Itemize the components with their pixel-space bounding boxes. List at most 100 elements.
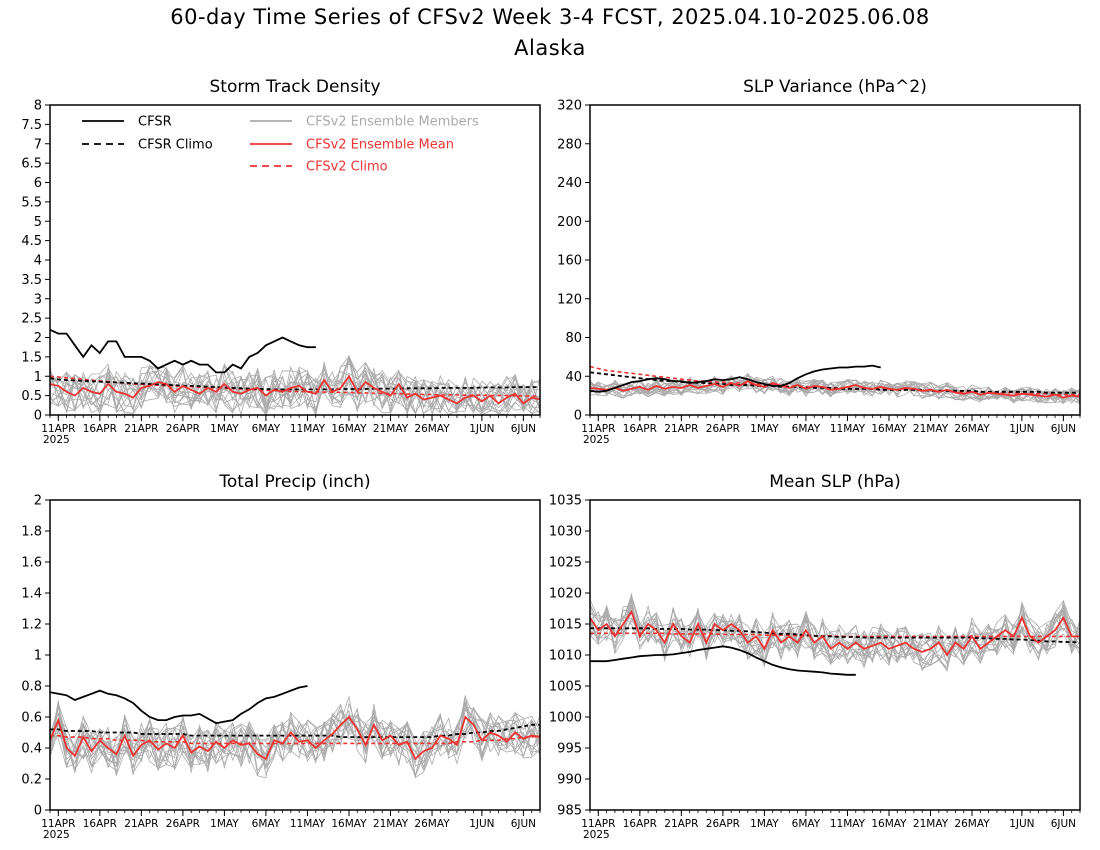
x-tick-label: 16MAY: [871, 818, 907, 830]
y-tick-label: 240: [557, 176, 582, 191]
x-year-label: 2025: [583, 829, 610, 841]
y-tick-label: 120: [557, 292, 582, 307]
ensemble-member-line: [590, 601, 1080, 669]
x-tick-label: 16APR: [623, 423, 657, 435]
x-tick-label: 21APR: [124, 818, 158, 830]
x-tick-label: 21MAY: [913, 818, 949, 830]
ensemble-member-line: [590, 375, 1080, 399]
y-tick-label: 2.5: [21, 312, 42, 327]
x-tick-label: 11APR: [41, 818, 75, 830]
x-tick-label: 26APR: [706, 423, 740, 435]
ensemble-mean-line: [590, 380, 1080, 399]
y-tick-label: 160: [557, 254, 582, 269]
ensemble-member-line: [50, 361, 540, 415]
x-tick-label: 1JUN: [469, 818, 494, 830]
plot-area: [50, 328, 540, 415]
x-tick-label: 16MAY: [871, 423, 907, 435]
cfsr-line: [50, 685, 308, 725]
y-tick-label: 80: [565, 331, 582, 346]
x-tick-label: 6MAY: [792, 423, 821, 435]
x-year-label: 2025: [43, 434, 70, 446]
x-tick-label: 6JUN: [1051, 818, 1076, 830]
y-tick-label: 7: [34, 137, 42, 152]
y-tick-label: 0: [574, 409, 582, 424]
x-tick-label: 6JUN: [1051, 423, 1076, 435]
x-tick-label: 1JUN: [1009, 818, 1034, 830]
y-tick-label: 985: [557, 804, 582, 819]
x-tick-label: 1MAY: [210, 423, 239, 435]
ensemble-member-line: [50, 706, 540, 773]
x-tick-label: 11MAY: [290, 423, 326, 435]
x-tick-label: 21APR: [664, 818, 698, 830]
y-tick-label: 6: [34, 176, 42, 191]
y-tick-label: 990: [557, 773, 582, 788]
ensemble-mean-line: [50, 374, 540, 405]
x-tick-label: 21MAY: [373, 423, 409, 435]
ensemble-member-line: [50, 703, 540, 779]
x-tick-label: 26MAY: [954, 818, 990, 830]
x-tick-label: 21MAY: [913, 423, 949, 435]
x-tick-label: 1MAY: [750, 423, 779, 435]
y-tick-label: 4: [34, 254, 42, 269]
x-tick-label: 6MAY: [252, 818, 281, 830]
y-tick-label: 1030: [549, 525, 582, 540]
chart-panel: SLP Variance (hPa^2) 0 40 80 120 160 200 240 280…: [557, 77, 1081, 446]
ensemble-mean-line: [50, 715, 540, 761]
y-tick-label: 1.2: [21, 618, 42, 633]
ensemble-member-line: [590, 598, 1080, 668]
chart-panel: Storm Track Density 0 0.5 1 1.5 2 2.5 3 3.5 4 4.5 5…: [21, 77, 541, 446]
x-tick-label: 26APR: [706, 818, 740, 830]
x-tick-label: 1MAY: [750, 818, 779, 830]
x-tick-label: 21MAY: [373, 818, 409, 830]
plot-area: [590, 592, 1080, 676]
y-tick-label: 320: [557, 99, 582, 114]
y-tick-label: 1020: [549, 587, 582, 602]
x-year-label: 2025: [583, 434, 610, 446]
y-tick-label: 3.5: [21, 273, 42, 288]
ensemble-member-line: [590, 609, 1080, 666]
y-tick-label: 995: [557, 742, 582, 757]
x-tick-label: 16APR: [623, 818, 657, 830]
x-tick-label: 1JUN: [469, 423, 494, 435]
x-tick-label: 21APR: [124, 423, 158, 435]
x-tick-label: 6MAY: [792, 818, 821, 830]
y-tick-label: 7.5: [21, 118, 42, 133]
chart-panel: Total Precip (inch) 0 0.2 0.4 0.6 0.8 1 1.2 1.4 1…: [21, 472, 541, 841]
y-tick-label: 2: [34, 494, 42, 509]
y-tick-label: 1010: [549, 649, 582, 664]
x-tick-label: 16MAY: [331, 423, 367, 435]
cfsr-climo-line: [590, 627, 1080, 644]
x-tick-label: 26APR: [166, 818, 200, 830]
x-year-label: 2025: [43, 829, 70, 841]
legend-label: CFSR Climo: [138, 138, 213, 153]
x-tick-label: 26MAY: [414, 818, 450, 830]
y-tick-label: 6.5: [21, 157, 42, 172]
ensemble-member-line: [50, 695, 540, 778]
y-tick-label: 0.8: [21, 680, 42, 695]
y-tick-label: 4.5: [21, 234, 42, 249]
x-tick-label: 11MAY: [830, 818, 866, 830]
y-tick-label: 0.4: [21, 742, 42, 757]
y-tick-label: 2: [34, 331, 42, 346]
cfsr-climo-line: [50, 377, 540, 391]
y-tick-label: 1: [34, 370, 42, 385]
x-tick-label: 1MAY: [210, 818, 239, 830]
figure-title: 60-day Time Series of CFSv2 Week 3-4 FCS…: [170, 5, 930, 29]
legend-label: CFSv2 Ensemble Mean: [306, 138, 454, 153]
y-tick-label: 200: [557, 215, 582, 230]
x-tick-label: 26APR: [166, 423, 200, 435]
y-tick-label: 3: [34, 292, 42, 307]
plot-frame: [49, 104, 541, 416]
chart-panel: Mean SLP (hPa) 985 990 995 1000 1005 1010 1015 1…: [549, 472, 1081, 841]
cfsr-line: [590, 364, 881, 393]
chart-title: SLP Variance (hPa^2): [743, 77, 927, 97]
y-tick-label: 1035: [549, 494, 582, 509]
y-tick-label: 1025: [549, 556, 582, 571]
legend: CFSR CFSR Climo CFSv2 Ensemble Members CFSv…: [82, 115, 479, 175]
x-tick-label: 26MAY: [414, 423, 450, 435]
legend-label: CFSv2 Ensemble Members: [306, 115, 479, 130]
x-tick-label: 21APR: [664, 423, 698, 435]
plot-area: [50, 685, 540, 779]
y-tick-label: 1005: [549, 680, 582, 695]
